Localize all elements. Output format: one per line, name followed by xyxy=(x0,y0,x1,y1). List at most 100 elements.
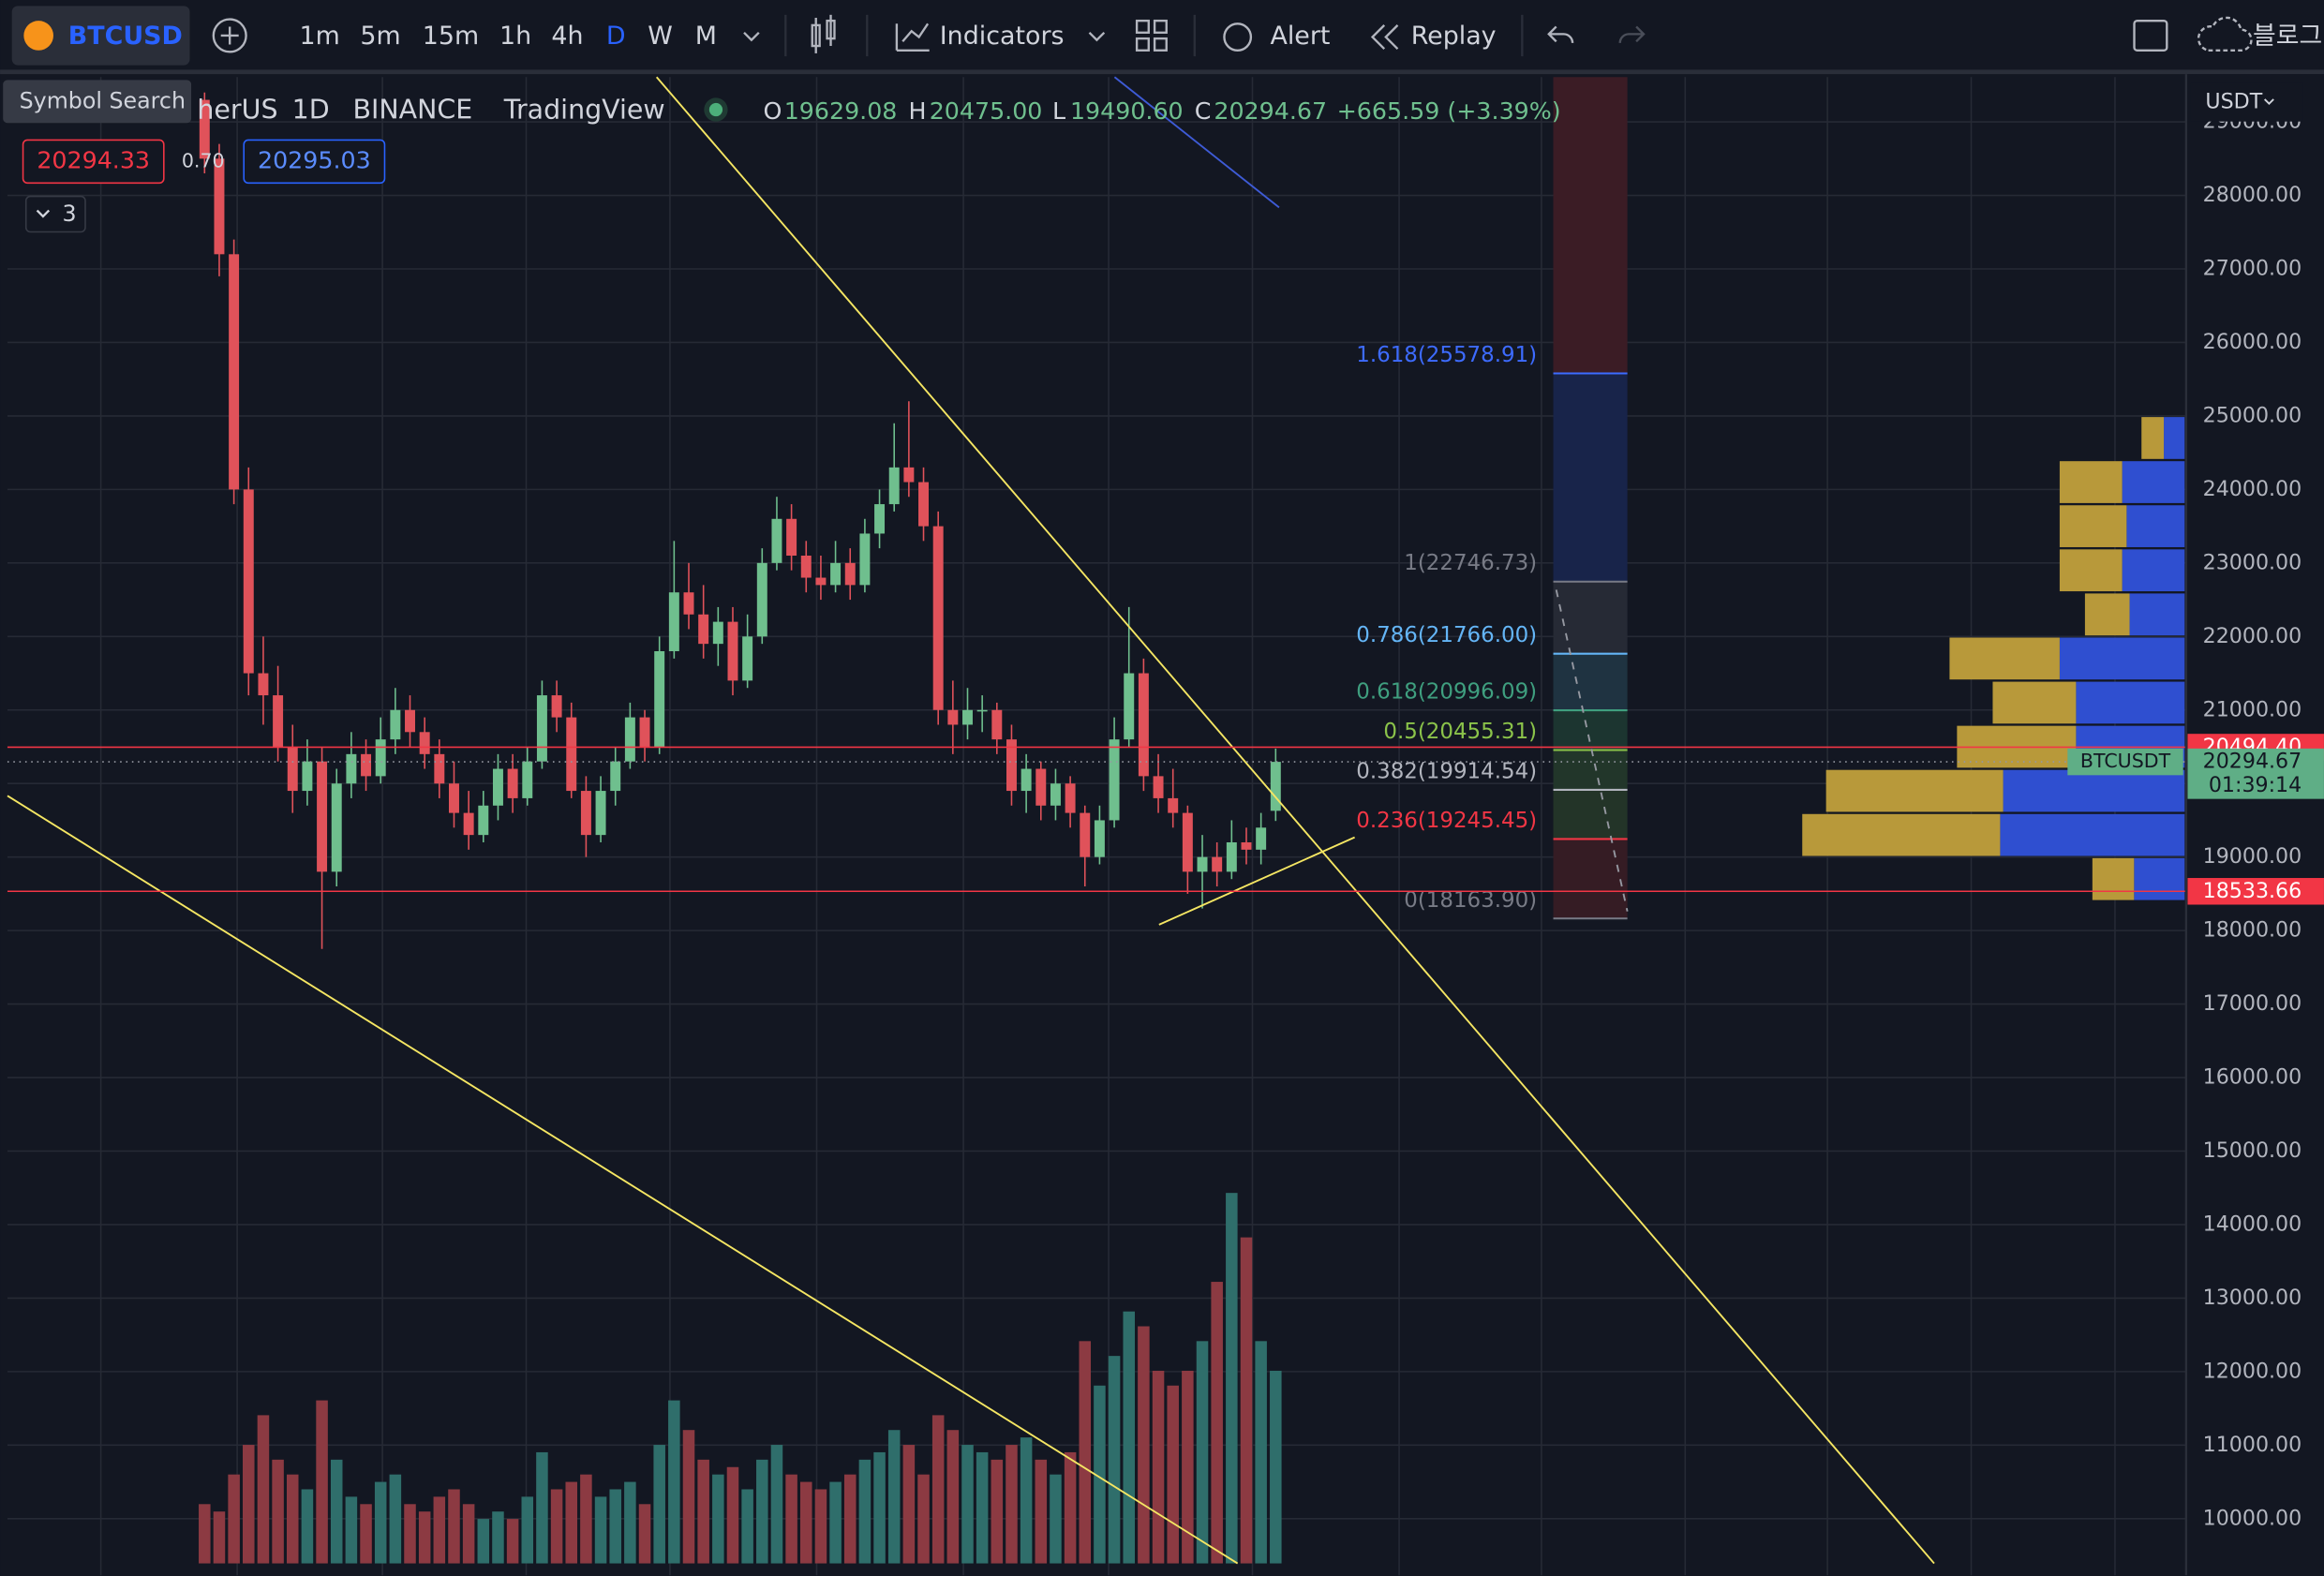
legend-exchange: BINANCE xyxy=(352,95,472,126)
fib-zone xyxy=(1553,710,1628,751)
candle-body xyxy=(1065,783,1076,813)
y-tick-label: 13000.00 xyxy=(2203,1286,2302,1310)
compare-button[interactable] xyxy=(212,18,247,53)
fib-label: 0.618(20996.09) xyxy=(1356,680,1537,705)
legend-symbol: herUS xyxy=(197,95,277,126)
fullscreen-button[interactable] xyxy=(2133,19,2168,52)
volume-bar xyxy=(991,1459,1004,1564)
candle-body xyxy=(302,761,313,792)
price-tag-label: 20294.67 xyxy=(2203,750,2302,774)
symbol[interactable]: BTCUSD xyxy=(68,22,183,51)
y-tick-label: 21000.00 xyxy=(2203,697,2302,721)
ohlc-value: 19629.08 xyxy=(784,97,898,125)
interval-button[interactable]: 1h xyxy=(499,22,531,51)
candle-body xyxy=(1006,739,1017,792)
indicators-menu[interactable] xyxy=(1088,31,1106,42)
layout-icon xyxy=(1135,19,1150,34)
volume-bar xyxy=(272,1459,284,1564)
volume-bar xyxy=(330,1459,343,1564)
fib-zone xyxy=(1553,373,1628,582)
interval-button[interactable]: M xyxy=(695,22,717,51)
blog-button[interactable]: 블로그 xyxy=(2253,22,2322,51)
candle-body xyxy=(683,592,694,615)
volume-bar xyxy=(1079,1341,1092,1564)
interval-button[interactable]: D xyxy=(606,22,626,51)
volume-bar xyxy=(887,1430,901,1564)
volume-bar xyxy=(1211,1282,1223,1564)
candle-body xyxy=(331,783,342,872)
volume-bar xyxy=(873,1451,886,1564)
layout-button[interactable] xyxy=(1135,19,1168,52)
volume-bar xyxy=(404,1504,416,1564)
volume-bar xyxy=(536,1451,548,1564)
volume-bar xyxy=(316,1400,328,1564)
volume-bar xyxy=(213,1511,226,1564)
volume-bar xyxy=(682,1430,695,1564)
toolbar xyxy=(0,0,2324,71)
candle-body xyxy=(273,695,284,747)
candle-body xyxy=(1197,856,1208,872)
sell-button[interactable] xyxy=(22,139,165,185)
symbol-button[interactable]: BTCUSD xyxy=(11,6,190,66)
btc-icon xyxy=(23,21,53,51)
volume-bar xyxy=(829,1481,842,1564)
chevron xyxy=(36,209,51,218)
interval-button[interactable]: 1m xyxy=(300,22,340,51)
candle-body xyxy=(874,504,886,534)
replay-button[interactable]: Replay xyxy=(1411,22,1497,51)
profile-up xyxy=(2141,417,2165,459)
profile-down xyxy=(2164,417,2185,459)
volume-bar xyxy=(389,1474,402,1564)
currency-button[interactable]: USDT xyxy=(2205,90,2262,114)
legend-source: TradingView xyxy=(503,95,665,126)
candle-body xyxy=(463,812,474,836)
ohlc: O 19629.08 H 20475.00 L 19490.60 C 20294… xyxy=(764,97,1561,125)
interval-button[interactable]: 4h xyxy=(551,22,583,51)
undo-button[interactable] xyxy=(1547,25,1574,44)
candle-body xyxy=(566,717,577,792)
sell-price[interactable]: 20294.33 xyxy=(37,146,150,173)
candle-body xyxy=(1035,768,1047,806)
volume-bar xyxy=(1196,1341,1209,1564)
profile-up xyxy=(2059,549,2123,592)
chart-type-button[interactable] xyxy=(811,14,836,53)
profile-up xyxy=(2084,593,2130,636)
interval-button[interactable]: 15m xyxy=(423,22,479,51)
volume-bar xyxy=(712,1474,724,1564)
volume-bar xyxy=(1270,1370,1282,1564)
fib-zone xyxy=(1553,839,1628,919)
candle-body xyxy=(1080,812,1091,857)
redo-button[interactable] xyxy=(1618,25,1646,44)
indicators-button[interactable]: Indicators xyxy=(940,22,1065,51)
price-axis-labels: 10000.00 11000.00 12000.00 13000.00 14000.00… xyxy=(2203,110,2302,1531)
volume-bar xyxy=(800,1481,812,1564)
buy-button[interactable] xyxy=(243,139,386,185)
candle-body xyxy=(492,768,503,806)
candle-body xyxy=(434,753,445,784)
y-tick-label: 12000.00 xyxy=(2203,1359,2302,1383)
interval-menu[interactable] xyxy=(743,31,760,42)
candle-body xyxy=(991,709,1003,740)
interval-button[interactable]: W xyxy=(648,22,673,51)
alert-button[interactable]: Alert xyxy=(1270,22,1330,51)
profile-down xyxy=(2076,681,2185,724)
volume-bar xyxy=(917,1474,930,1564)
tooltip-text: Symbol Search xyxy=(20,88,186,114)
volume-bar xyxy=(301,1489,314,1564)
volume-bar xyxy=(506,1519,519,1564)
indicators-toggle[interactable] xyxy=(24,195,86,233)
volume-bar xyxy=(565,1481,578,1564)
buy-price[interactable]: 20295.03 xyxy=(258,146,371,173)
replay-icon xyxy=(1370,24,1399,51)
y-tick-label: 15000.00 xyxy=(2203,1138,2302,1163)
volume-bar xyxy=(697,1459,709,1564)
volume-bar xyxy=(668,1400,680,1564)
interval-button[interactable]: 5m xyxy=(360,22,400,51)
candle-body xyxy=(1182,812,1193,872)
ohlc-label: H xyxy=(909,97,927,125)
y-tick-label: 28000.00 xyxy=(2203,183,2302,207)
fib-label: 0.786(21766.00) xyxy=(1356,623,1537,647)
volume-bar xyxy=(448,1489,460,1564)
